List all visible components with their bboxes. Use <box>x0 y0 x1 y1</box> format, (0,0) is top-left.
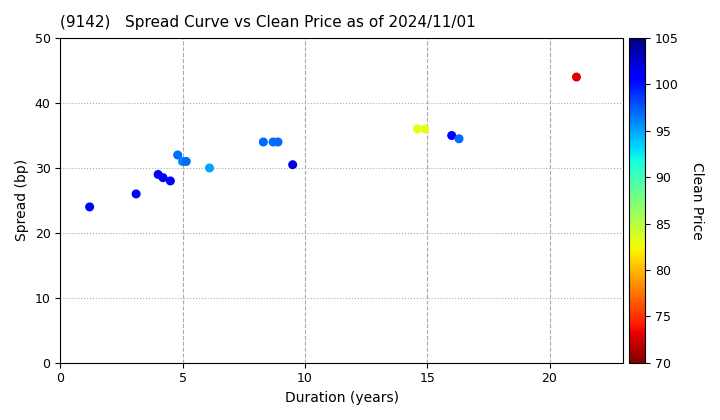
Point <box>157 174 168 181</box>
Point <box>412 126 423 132</box>
Point <box>165 178 176 184</box>
Y-axis label: Clean Price: Clean Price <box>690 162 703 239</box>
Point <box>446 132 457 139</box>
Point <box>84 204 95 210</box>
Point <box>454 135 465 142</box>
Point <box>204 165 215 171</box>
Y-axis label: Spread (bp): Spread (bp) <box>15 159 29 242</box>
Text: (9142)   Spread Curve vs Clean Price as of 2024/11/01: (9142) Spread Curve vs Clean Price as of… <box>60 15 476 30</box>
Point <box>177 158 189 165</box>
Point <box>258 139 269 145</box>
Point <box>267 139 279 145</box>
Point <box>287 161 299 168</box>
Point <box>181 158 192 165</box>
Point <box>153 171 164 178</box>
X-axis label: Duration (years): Duration (years) <box>284 391 399 405</box>
Point <box>272 139 284 145</box>
Point <box>130 191 142 197</box>
Point <box>172 152 184 158</box>
Point <box>571 74 582 80</box>
Point <box>419 126 431 132</box>
